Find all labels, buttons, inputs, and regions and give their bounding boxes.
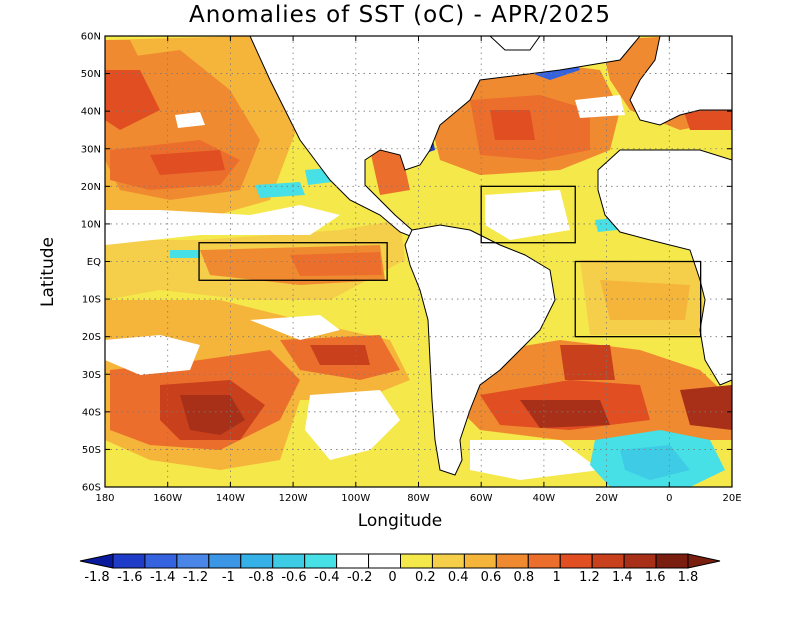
colorbar-swatch [591, 553, 625, 569]
colorbar-swatch [400, 553, 433, 569]
lat-tick-label: 20N [81, 182, 101, 193]
colorbar-swatch [272, 553, 306, 569]
lat-tick-label: 40N [81, 107, 101, 118]
latitude-ticks: 60N 50N 40N 30N 20N 10N EQ 10S 20S 30S 40S 50S 60S [81, 32, 732, 494]
lon-tick-label: 120W [279, 493, 308, 504]
colorbar-label: 0.4 [448, 570, 469, 585]
lon-tick-label: 60W [470, 493, 493, 504]
colorbar-swatch [495, 553, 529, 569]
colorbar-swatch [655, 553, 689, 569]
colorbar-label: -1.2 [183, 570, 208, 585]
lat-tick-label: 60S [82, 483, 101, 494]
lon-tick-label: 20E [722, 493, 741, 504]
colorbar-swatch [112, 553, 146, 569]
colorbar-label: -0.4 [314, 570, 339, 585]
lat-tick-label: 60N [81, 32, 101, 43]
colorbar-swatch [208, 553, 242, 569]
lat-tick-label: 20S [82, 332, 101, 343]
lon-tick-label: 0 [666, 493, 672, 504]
region-boxes [198, 185, 702, 338]
colorbar-label: 0 [388, 570, 396, 585]
colorbar-swatch [527, 553, 561, 569]
colorbar-swatch [368, 553, 401, 569]
region-box [480, 185, 576, 244]
colorbar-label: 1 [553, 570, 561, 585]
colorbar-label: 0.2 [415, 570, 436, 585]
colorbar-label: -0.6 [281, 570, 306, 585]
lon-tick-label: 80W [407, 493, 430, 504]
region-box [574, 260, 702, 338]
lat-tick-label: EQ [87, 257, 101, 268]
colorbar-label: 1.6 [645, 570, 666, 585]
chart-title: Anomalies of SST (oC) - APR/2025 [188, 2, 611, 28]
lon-tick-label: 140W [216, 493, 245, 504]
colorbar-label: 0.6 [481, 570, 502, 585]
x-axis-label: Longitude [357, 511, 443, 531]
lat-tick-label: 30S [82, 370, 101, 381]
colorbar-swatch [623, 553, 657, 569]
colorbar-swatch [336, 553, 370, 569]
region-box [198, 242, 388, 281]
colorbar-label: 1.8 [678, 570, 699, 585]
colorbar-swatch [176, 553, 210, 569]
colorbar-arrow-right [687, 553, 721, 569]
colorbar-label: -1.8 [84, 570, 109, 585]
lat-tick-label: 40S [82, 407, 101, 418]
lat-tick-label: 10N [81, 219, 101, 230]
longitude-ticks: 180 160W 140W 120W 100W 80W 60W 40W 20W 0 20E [95, 36, 742, 504]
colorbar-swatch [463, 553, 497, 569]
colorbar-swatch [431, 553, 465, 569]
lat-tick-label: 50N [81, 69, 101, 80]
colorbar-label: -1.4 [150, 570, 175, 585]
land-masses [249, 36, 732, 476]
map-field [105, 36, 732, 487]
lon-tick-label: 100W [341, 493, 370, 504]
colorbar: -1.8 -1.6 -1.4 -1.2 -1 -0.8 -0.6 -0.4 -0.2 0 0.2 0.… [79, 553, 721, 585]
lat-tick-label: 50S [82, 445, 101, 456]
colorbar-arrow-left [79, 553, 114, 569]
colorbar-label: -1 [222, 570, 235, 585]
lon-tick-label: 180 [95, 493, 114, 504]
colorbar-swatch [304, 553, 338, 569]
lon-tick-label: 40W [533, 493, 556, 504]
colorbar-label: 0.8 [513, 570, 534, 585]
neutral-anomalies [105, 95, 625, 480]
lat-tick-label: 10S [82, 295, 101, 306]
colorbar-label: -1.6 [117, 570, 142, 585]
colorbar-swatch [144, 553, 178, 569]
colorbar-label: -0.8 [248, 570, 273, 585]
colorbar-label: -0.2 [347, 570, 372, 585]
lat-tick-label: 30N [81, 144, 101, 155]
colorbar-label: 1.4 [612, 570, 633, 585]
colorbar-label: 1.2 [579, 570, 600, 585]
lon-tick-label: 160W [153, 493, 182, 504]
colorbar-swatch [559, 553, 593, 569]
lon-tick-label: 20W [595, 493, 618, 504]
colorbar-swatch [240, 553, 274, 569]
